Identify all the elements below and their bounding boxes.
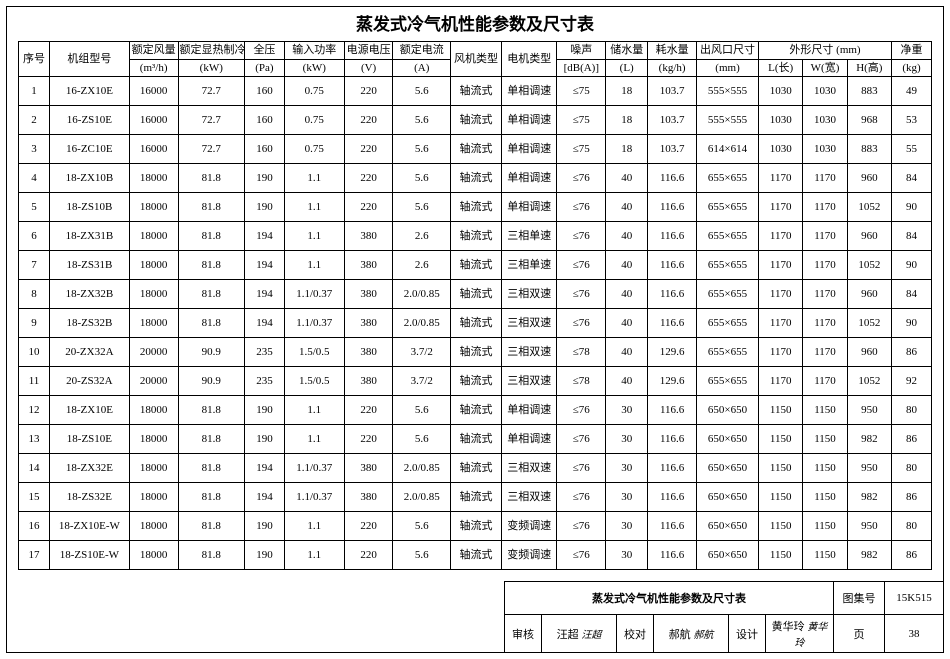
page-border	[6, 6, 944, 653]
atlas-label: 图集号	[834, 582, 885, 615]
review-name: 汪超 汪超	[542, 615, 617, 653]
design-name: 黄华玲 黄华玲	[766, 615, 834, 653]
check-name: 郝航 郝航	[654, 615, 729, 653]
footer-block: 蒸发式冷气机性能参数及尺寸表 图集号 15K515 审核 汪超 汪超 校对 郝航…	[504, 581, 944, 653]
design-label: 设计	[729, 615, 766, 653]
review-label: 审核	[505, 615, 542, 653]
page-label: 页	[834, 615, 885, 653]
footer-table: 蒸发式冷气机性能参数及尺寸表 图集号 15K515 审核 汪超 汪超 校对 郝航…	[504, 581, 944, 653]
page-val: 38	[885, 615, 944, 653]
check-label: 校对	[617, 615, 654, 653]
atlas-val: 15K515	[885, 582, 944, 615]
footer-title: 蒸发式冷气机性能参数及尺寸表	[505, 582, 834, 615]
